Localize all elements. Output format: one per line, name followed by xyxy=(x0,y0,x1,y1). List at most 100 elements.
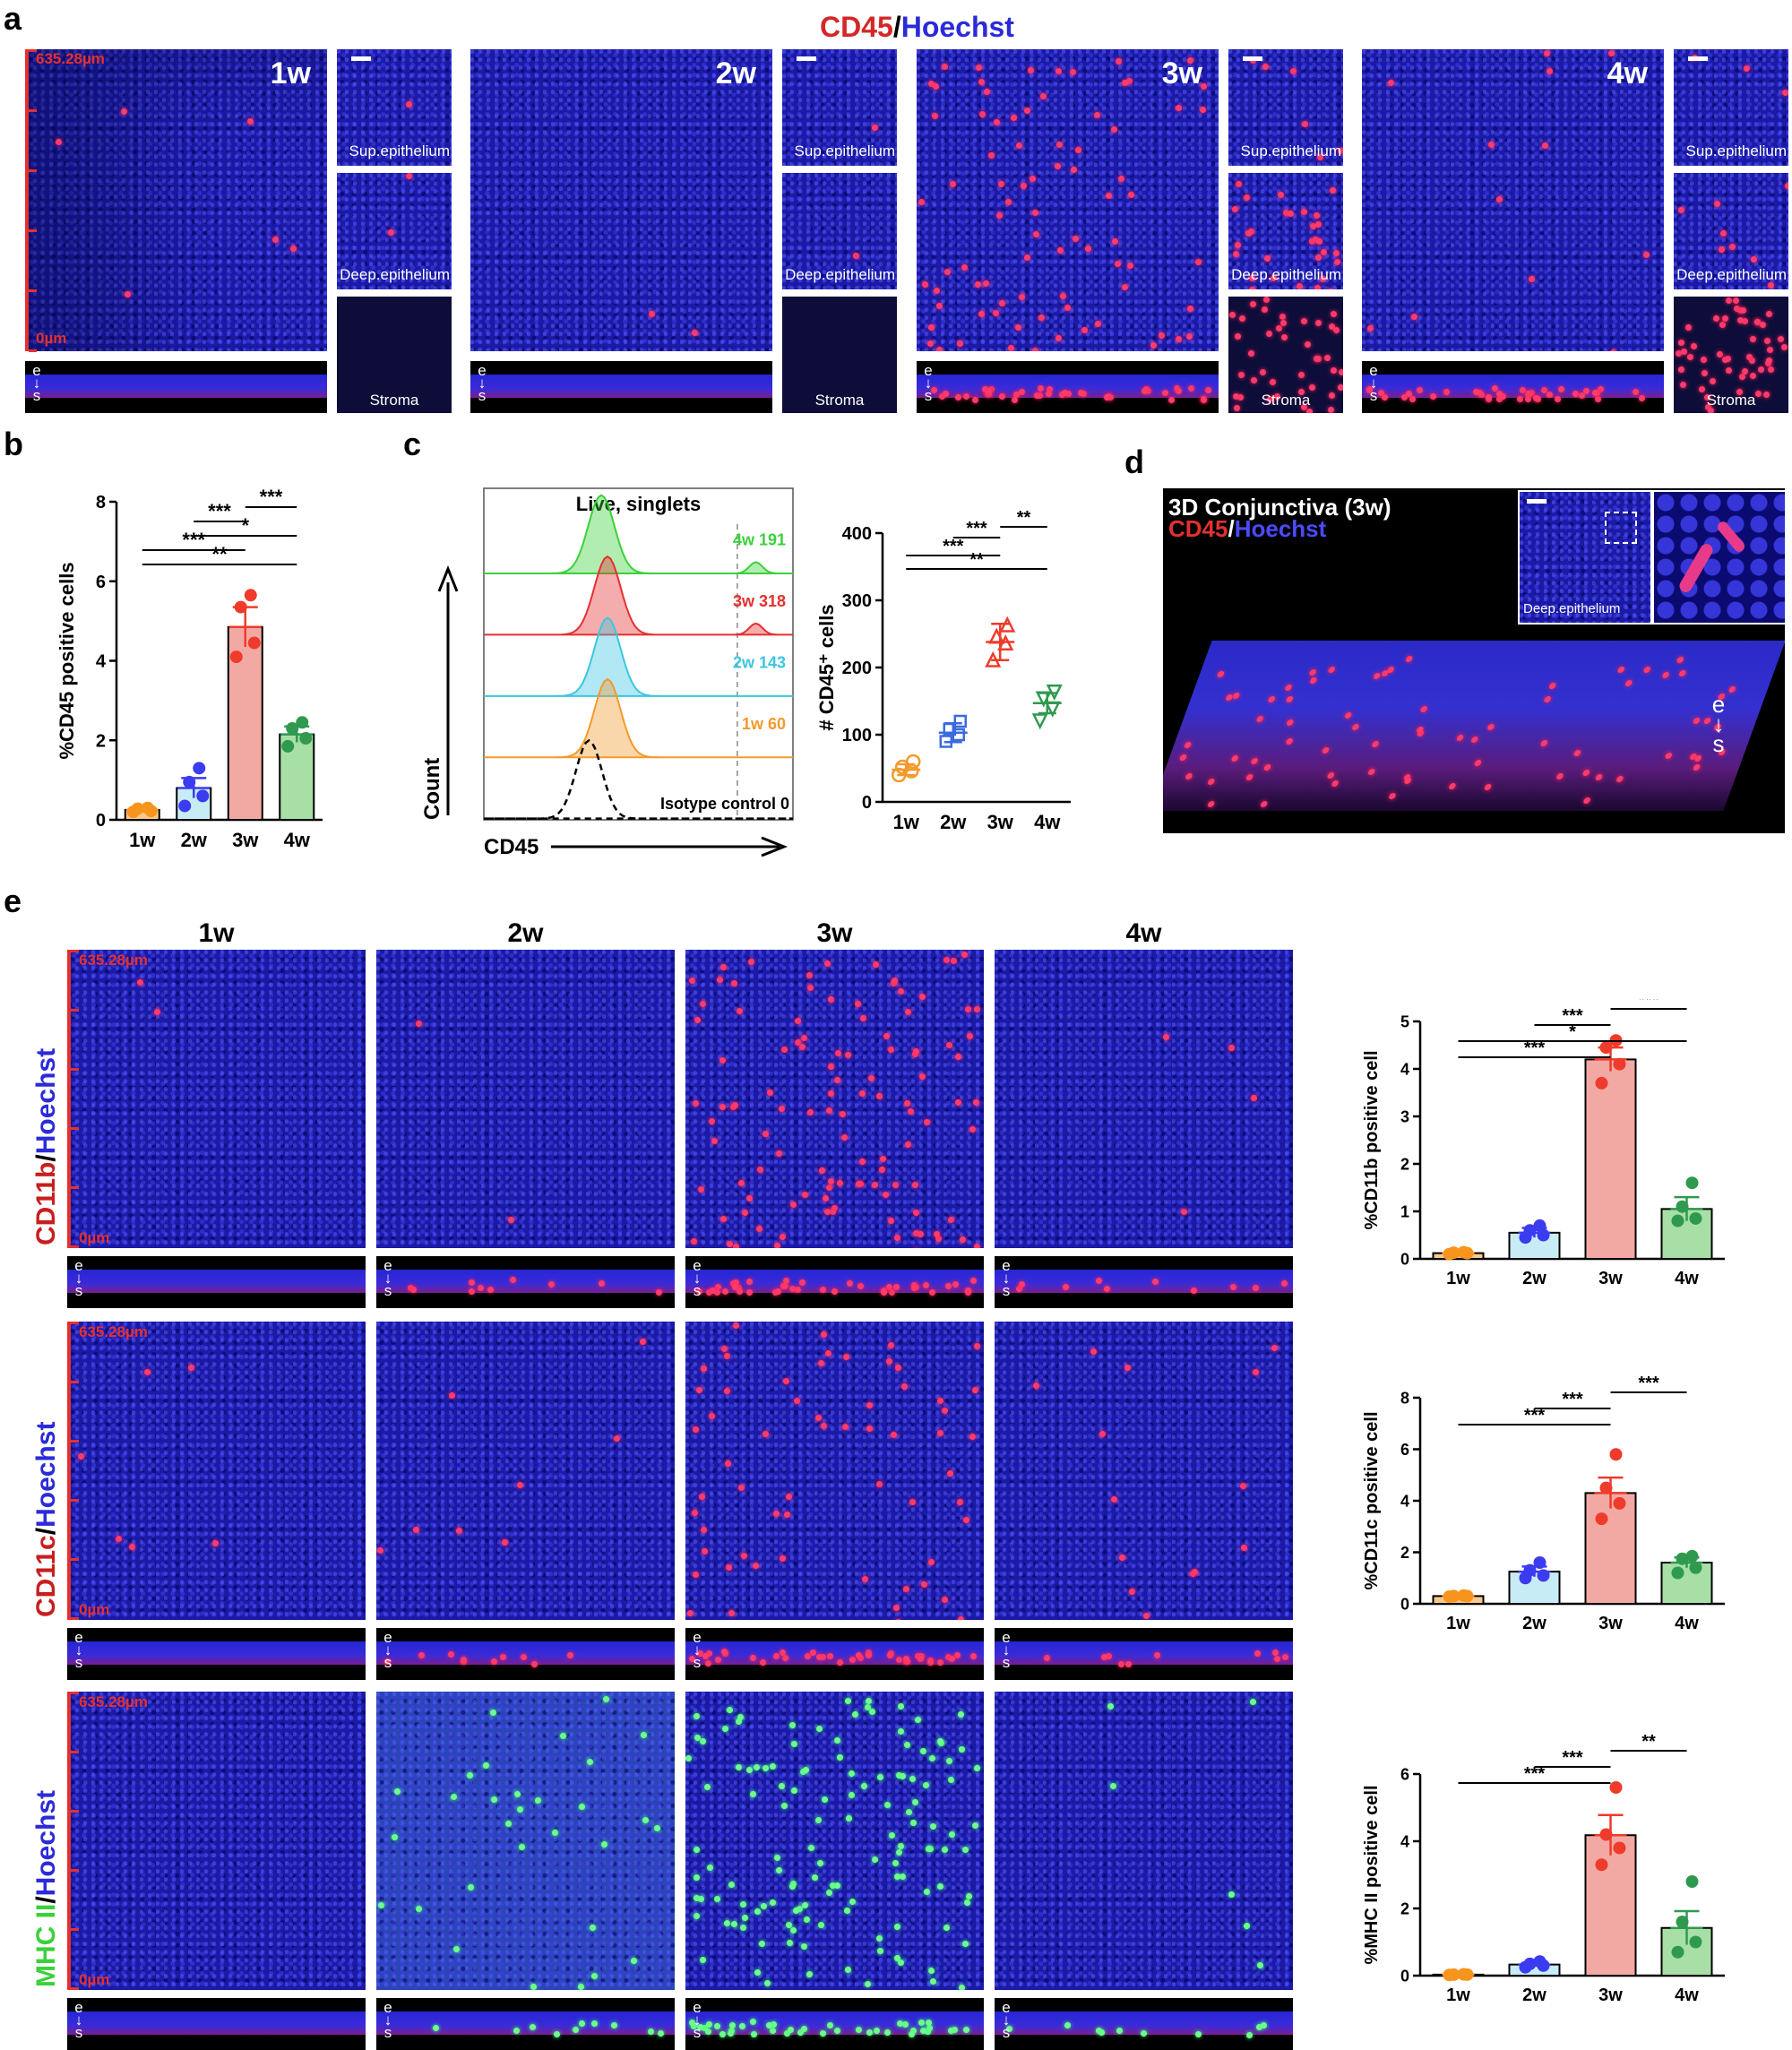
data-point xyxy=(1524,1564,1537,1577)
cd45-positive-cell xyxy=(921,1581,927,1588)
title-sep: / xyxy=(893,11,901,43)
mhc-positive-cell xyxy=(754,1764,760,1770)
mhc-positive-cell xyxy=(468,1884,474,1891)
data-point xyxy=(1596,1077,1608,1090)
cd45-positive-cell xyxy=(1142,388,1148,394)
cd45-positive-cell xyxy=(837,1180,843,1186)
cd45-positive-cell xyxy=(478,1285,484,1291)
mhc-positive-cell xyxy=(416,1906,422,1912)
mhc-positive-cell xyxy=(959,1985,965,1990)
mhc-positive-cell xyxy=(924,1889,930,1895)
cd45-positive-cell xyxy=(1558,386,1564,392)
cd45-positive-cell xyxy=(719,1057,726,1064)
cross-section-strip: e↓s xyxy=(376,1628,675,1680)
zoom-region-box xyxy=(1605,512,1637,544)
cd45-positive-cell xyxy=(762,1131,769,1137)
cd45-positive-cell xyxy=(837,1659,843,1666)
layer-sup-epithelium: Sup.epithelium xyxy=(1228,49,1343,166)
cd45-positive-cell xyxy=(1154,1652,1160,1658)
data-point xyxy=(1596,1858,1608,1871)
cd45-positive-cell xyxy=(1111,1496,1117,1503)
cd45-positive-cell xyxy=(1411,314,1417,320)
series-label: 2w 143 xyxy=(733,653,786,671)
micrograph-cd11c-1w xyxy=(67,1322,366,1620)
cd45-positive-cell xyxy=(721,1649,728,1655)
cd45-positive-cell xyxy=(1333,250,1340,256)
cd45-positive-cell xyxy=(1124,1365,1131,1371)
cd45-positive-cell xyxy=(913,1210,919,1216)
cd45-positive-cell xyxy=(1496,391,1503,397)
mhc-positive-cell xyxy=(963,2027,969,2033)
mhc-positive-cell xyxy=(728,1882,735,1888)
cd45-positive-cell xyxy=(1309,384,1315,391)
cd45-positive-cell xyxy=(996,212,1003,219)
cd45-positive-cell xyxy=(1367,325,1374,332)
mhc-positive-cell xyxy=(1261,2022,1267,2028)
mhc-positive-cell xyxy=(514,1791,521,1797)
mhc-positive-cell xyxy=(812,1874,818,1881)
cd45-positive-cell xyxy=(1263,297,1270,303)
y-tick-label: 5 xyxy=(1400,1012,1409,1030)
cd45-positive-cell xyxy=(942,1408,948,1414)
cd45-positive-cell xyxy=(1321,249,1327,255)
cd45-positive-cell xyxy=(1702,370,1708,376)
x-tick-label: 1w xyxy=(129,829,156,851)
cd45-positive-cell xyxy=(731,980,737,986)
mhc-positive-cell xyxy=(750,1791,756,1797)
cd45-positive-cell xyxy=(933,83,939,90)
y-tick-label: 0 xyxy=(1400,1967,1409,1985)
cd45-positive-cell xyxy=(1722,357,1728,363)
cd45-positive-cell xyxy=(1555,396,1561,402)
cd45-positive-cell xyxy=(410,1287,417,1293)
cd45-positive-cell xyxy=(842,1424,849,1430)
cd45-positive-cell xyxy=(834,1077,840,1083)
cd45-positive-cell xyxy=(1583,388,1590,394)
data-point xyxy=(1600,1482,1613,1494)
data-point xyxy=(281,740,294,753)
cd45-positive-cell xyxy=(1539,740,1548,746)
cd45-positive-cell xyxy=(418,1652,425,1658)
z-scale-tick xyxy=(71,1751,79,1753)
cd45-positive-cell xyxy=(1181,1209,1187,1215)
y-axis-label: %MHC II positive cell xyxy=(1362,1785,1382,1964)
cd45-positive-cell xyxy=(975,281,981,288)
y-axis-label: # CD45⁺ cells xyxy=(815,604,838,730)
axis-e-to-s: e↓s xyxy=(73,1632,85,1669)
series-label: 4w 191 xyxy=(733,531,786,549)
mhc-positive-cell xyxy=(631,1958,637,1964)
data-point xyxy=(248,637,261,650)
cd45-positive-cell xyxy=(531,1661,538,1667)
cd45-positive-cell xyxy=(895,1365,901,1371)
cd45-positive-cell xyxy=(700,1001,706,1007)
cd45-positive-cell xyxy=(781,1047,788,1053)
micrograph-cd11c-2w xyxy=(376,1322,675,1620)
micrograph-4w: 4w xyxy=(1362,49,1664,351)
cd45-positive-cell xyxy=(1090,1348,1097,1355)
cd45-positive-cell xyxy=(1184,742,1193,748)
data-point xyxy=(142,802,154,814)
cd45-positive-cell xyxy=(1260,801,1269,807)
cd45-positive-cell xyxy=(1286,696,1295,702)
cd45-positive-cell xyxy=(827,1653,833,1659)
data-point xyxy=(1458,1246,1470,1259)
mhc-positive-cell xyxy=(694,1735,701,1741)
mhc-positive-cell xyxy=(658,2030,664,2037)
cd45-positive-cell xyxy=(965,1288,971,1294)
data-point xyxy=(1534,1955,1546,1968)
z-scale-axis xyxy=(25,49,29,351)
mhc-positive-cell xyxy=(591,1973,598,1979)
cd45-positive-cell xyxy=(868,1075,874,1081)
mhc-positive-cell xyxy=(706,2021,712,2028)
cd45-cell xyxy=(1716,520,1747,554)
mhc-positive-cell xyxy=(750,2019,756,2025)
mhc-positive-cell xyxy=(513,2028,520,2034)
cd45-positive-cell xyxy=(1543,696,1552,702)
y-tick-label: 4 xyxy=(1400,1832,1409,1850)
cd45-positive-cell xyxy=(1245,774,1254,780)
x-tick-label: 3w xyxy=(232,829,259,851)
mhc-positive-cell xyxy=(942,1847,948,1853)
cd45-positive-cell xyxy=(1264,255,1271,262)
axis-e-to-s: e↓s xyxy=(691,1260,703,1297)
layer-label: Stroma xyxy=(782,392,897,409)
mhc-positive-cell xyxy=(788,2027,794,2033)
